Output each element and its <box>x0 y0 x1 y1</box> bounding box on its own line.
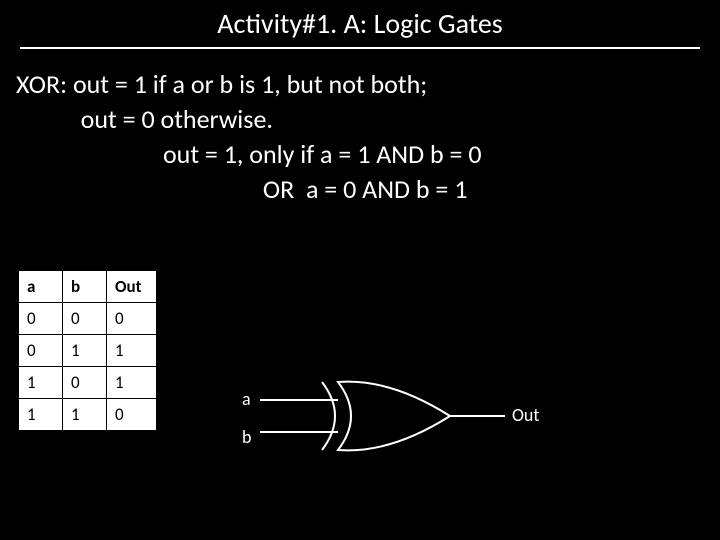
gate-input-a-label: a <box>242 388 251 410</box>
desc-line-3: out = 1, only if a = 1 AND b = 0 <box>16 137 704 172</box>
title-divider <box>20 47 700 49</box>
table-row: 1 1 0 <box>19 399 157 431</box>
page-title: Activity#1. A: Logic Gates <box>0 0 720 47</box>
desc-line-4: OR a = 0 AND b = 1 <box>16 172 704 207</box>
col-b: b <box>63 271 107 303</box>
desc-line-1: XOR: out = 1 if a or b is 1, but not bot… <box>16 67 704 102</box>
table-row: 0 1 1 <box>19 335 157 367</box>
truth-table: a b Out 0 0 0 0 1 1 1 0 1 1 1 0 <box>18 270 157 431</box>
table-row: 1 0 1 <box>19 367 157 399</box>
gate-output-label: Out <box>512 404 539 426</box>
col-out: Out <box>107 271 157 303</box>
gate-input-b-label: b <box>242 426 251 448</box>
xor-gate-diagram: a b Out <box>260 370 580 470</box>
desc-line-2: out = 0 otherwise. <box>16 102 704 137</box>
table-header-row: a b Out <box>19 271 157 303</box>
col-a: a <box>19 271 63 303</box>
body-content: XOR: out = 1 if a or b is 1, but not bot… <box>0 59 720 207</box>
table-row: 0 0 0 <box>19 303 157 335</box>
